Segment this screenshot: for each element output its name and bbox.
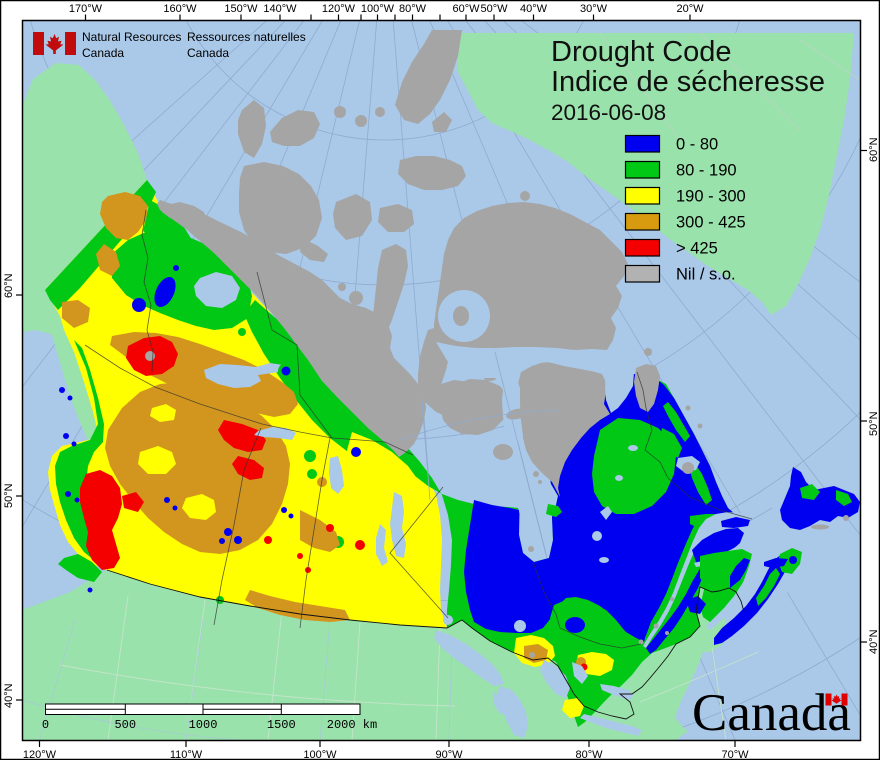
svg-text:2016-06-08: 2016-06-08	[551, 100, 666, 125]
svg-text:140°W: 140°W	[263, 3, 297, 15]
svg-text:40°W: 40°W	[520, 3, 548, 15]
svg-text:120°W: 120°W	[23, 749, 57, 760]
svg-text:> 425: > 425	[676, 240, 718, 258]
svg-text:500: 500	[114, 718, 136, 732]
svg-text:300 - 425: 300 - 425	[676, 214, 746, 232]
svg-text:50°N: 50°N	[3, 483, 15, 508]
svg-text:50°N: 50°N	[868, 411, 880, 436]
svg-text:0 - 80: 0 - 80	[676, 136, 718, 154]
svg-text:80°W: 80°W	[575, 749, 603, 760]
svg-text:80°W: 80°W	[399, 3, 427, 15]
svg-text:100°W: 100°W	[361, 3, 395, 15]
svg-text:60°W: 60°W	[452, 3, 480, 15]
svg-text:Canada: Canada	[82, 46, 124, 60]
svg-text:30°W: 30°W	[580, 3, 608, 15]
svg-text:1000: 1000	[189, 718, 218, 732]
svg-text:Drought Code: Drought Code	[551, 36, 732, 68]
svg-text:80 - 190: 80 - 190	[676, 162, 737, 180]
svg-text:170°W: 170°W	[69, 3, 103, 15]
svg-text:60°N: 60°N	[868, 137, 880, 162]
svg-text:2000 km: 2000 km	[327, 718, 377, 732]
svg-text:160°W: 160°W	[163, 3, 197, 15]
svg-text:Indice de sécheresse: Indice de sécheresse	[551, 66, 825, 98]
svg-text:120°W: 120°W	[322, 3, 356, 15]
svg-text:40°N: 40°N	[868, 629, 880, 654]
svg-text:0: 0	[42, 718, 49, 732]
svg-text:100°W: 100°W	[303, 749, 337, 760]
svg-text:1500: 1500	[267, 718, 296, 732]
svg-text:60°N: 60°N	[3, 273, 15, 298]
svg-text:Canada: Canada	[692, 684, 851, 742]
svg-text:90°W: 90°W	[435, 749, 463, 760]
svg-text:150°W: 150°W	[224, 3, 258, 15]
svg-text:190 - 300: 190 - 300	[676, 188, 746, 206]
svg-text:20°W: 20°W	[676, 3, 704, 15]
svg-text:Nil / s.o.: Nil / s.o.	[676, 266, 736, 284]
svg-text:40°N: 40°N	[3, 683, 15, 708]
svg-text:Natural Resources: Natural Resources	[82, 30, 181, 44]
svg-text:70°W: 70°W	[721, 749, 749, 760]
svg-text:110°W: 110°W	[170, 749, 203, 760]
svg-text:50°W: 50°W	[480, 3, 508, 15]
svg-text:Canada: Canada	[187, 46, 229, 60]
svg-text:Ressources naturelles: Ressources naturelles	[187, 30, 306, 44]
